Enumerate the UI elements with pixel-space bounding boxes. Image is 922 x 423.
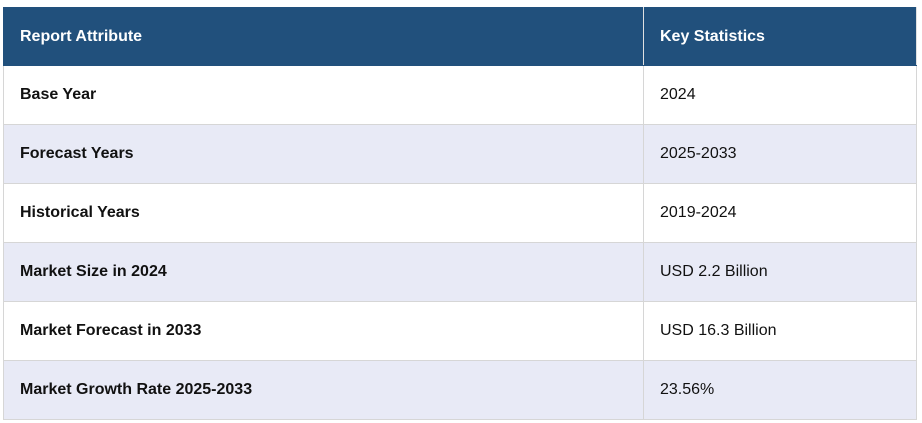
- table-row: Market Growth Rate 2025-2033 23.56%: [3, 360, 917, 420]
- attribute-cell: Market Size in 2024: [3, 242, 644, 302]
- attribute-cell: Base Year: [3, 65, 644, 125]
- attribute-cell: Forecast Years: [3, 124, 644, 184]
- table-row: Historical Years 2019-2024: [3, 183, 917, 243]
- report-table: Report Attribute Key Statistics Base Yea…: [3, 7, 917, 420]
- header-cell: Report Attribute: [3, 7, 644, 66]
- statistic-cell: 2025-2033: [643, 124, 917, 184]
- statistic-cell: 23.56%: [643, 360, 917, 420]
- table-row: Forecast Years 2025-2033: [3, 124, 917, 184]
- table-row: Market Size in 2024 USD 2.2 Billion: [3, 242, 917, 302]
- statistic-cell: 2024: [643, 65, 917, 125]
- table-row: Market Forecast in 2033 USD 16.3 Billion: [3, 301, 917, 361]
- header-row: Report Attribute Key Statistics: [3, 7, 917, 66]
- table-body: Base Year 2024 Forecast Years 2025-2033 Hist…: [3, 65, 917, 420]
- statistic-cell: USD 2.2 Billion: [643, 242, 917, 302]
- attribute-cell: Historical Years: [3, 183, 644, 243]
- attribute-cell: Market Forecast in 2033: [3, 301, 644, 361]
- header-cell: Key Statistics: [643, 7, 917, 66]
- table-row: Base Year 2024: [3, 65, 917, 125]
- statistic-cell: 2019-2024: [643, 183, 917, 243]
- attribute-cell: Market Growth Rate 2025-2033: [3, 360, 644, 420]
- statistic-cell: USD 16.3 Billion: [643, 301, 917, 361]
